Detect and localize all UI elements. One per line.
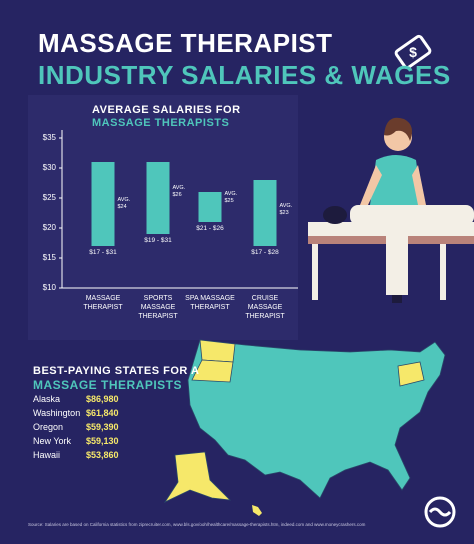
source: Source: Salaries are based on California… [28,522,366,527]
states-subtitle: MASSAGE THERAPISTS [33,378,183,392]
average-label: AVG. $25 [224,191,238,204]
bar [146,162,170,234]
bar [253,180,277,246]
state-name: New York [33,436,72,446]
y-tick-label: $10 [42,283,56,292]
y-tick-label: $30 [42,163,56,172]
bar [91,162,115,246]
y-tick-label: $20 [42,223,56,232]
state-salary: $61,840 [86,408,119,418]
x-tick-label: MASSAGE THERAPIST [83,295,123,311]
range-label: $17 - $31 [89,249,117,256]
state-salary: $59,130 [86,436,119,446]
money-icon: $ [394,34,432,70]
range-label: $17 - $28 [251,249,279,256]
chart-title: AVERAGE SALARIES FOR [92,104,241,116]
average-label: AVG. $24 [117,197,131,210]
state-name: Alaska [33,394,61,404]
subtitle: INDUSTRY SALARIES & WAGES [38,60,451,90]
y-tick-label: $35 [42,133,56,142]
massage-illustration [308,117,474,303]
state-salary: $59,390 [86,422,119,432]
range-label: $19 - $31 [144,237,172,244]
x-tick-label: CRUISE MASSAGE THERAPIST [245,295,285,320]
states-title: BEST-PAYING STATES FOR A [33,365,200,377]
bar [198,192,222,222]
title: MASSAGE THERAPIST [38,28,333,58]
average-label: AVG. $23 [279,203,293,216]
range-label: $21 - $26 [196,225,224,232]
svg-text:$: $ [409,44,417,60]
x-tick-label: SPORTS MASSAGE THERAPIST [138,295,178,320]
average-label: AVG. $26 [172,185,186,198]
y-tick-label: $15 [42,253,56,262]
x-tick-label: SPA MASSAGE THERAPIST [185,295,235,311]
y-tick-label: $25 [42,193,56,202]
state-name: Oregon [33,422,64,432]
us-map [163,339,446,516]
chart-subtitle: MASSAGE THERAPISTS [92,117,230,129]
logo [424,496,456,528]
state-name: Washington [33,408,81,418]
state-salary: $53,860 [86,450,119,460]
state-name: Hawaii [33,450,61,460]
state-salary: $86,980 [86,394,119,404]
